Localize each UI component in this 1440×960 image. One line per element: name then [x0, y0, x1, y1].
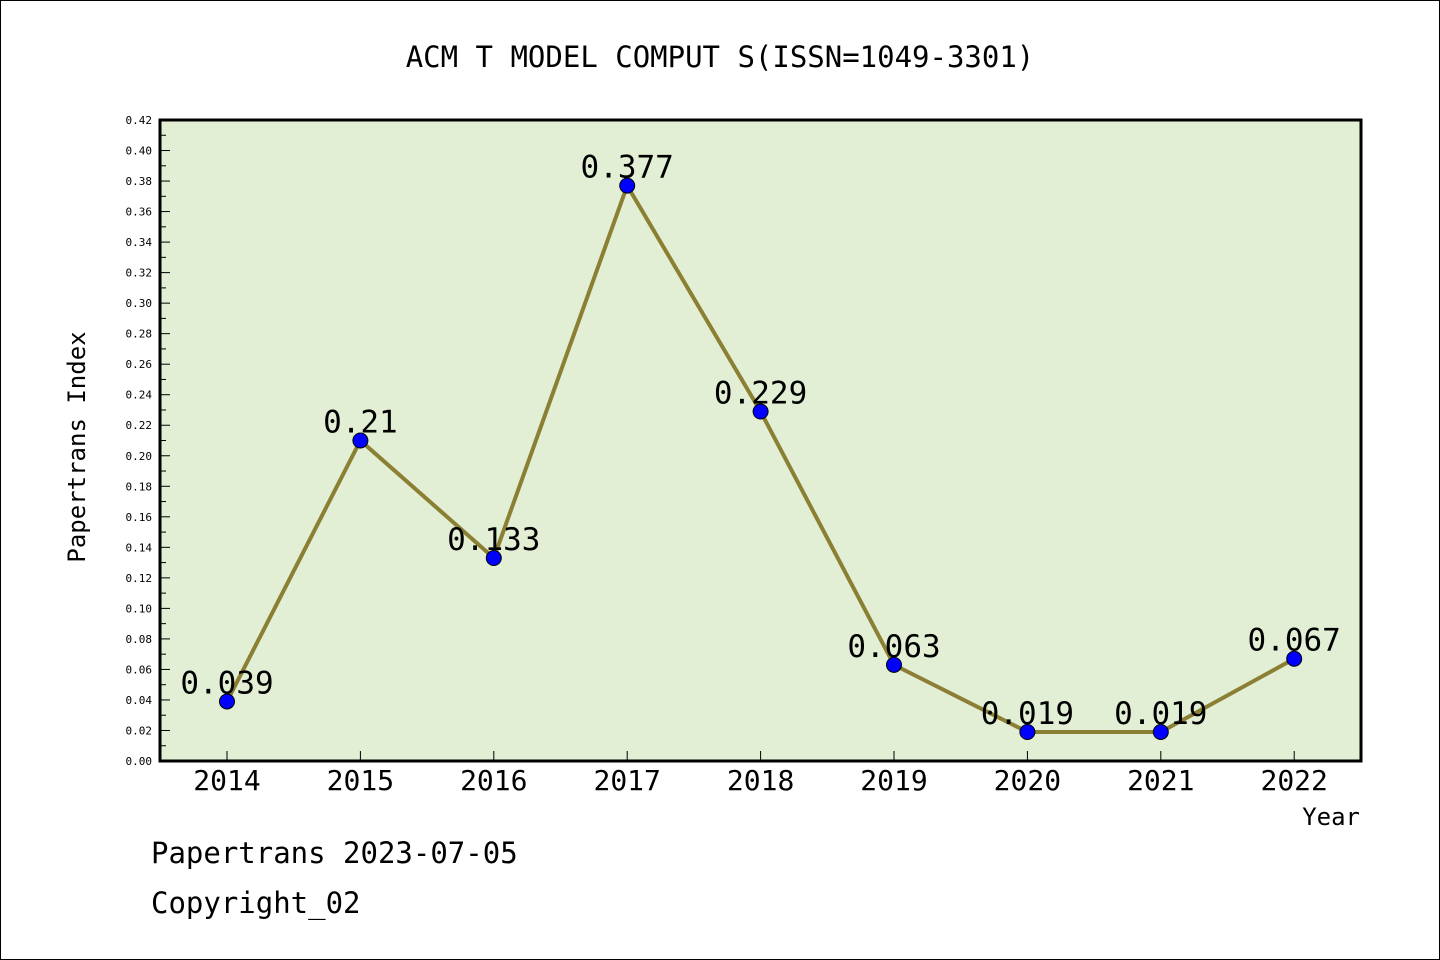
chart-title: ACM T MODEL COMPUT S(ISSN=1049-3301)	[406, 40, 1035, 74]
y-tick-label: 0.40	[126, 145, 153, 158]
y-tick-label: 0.14	[126, 541, 153, 554]
y-tick-label: 0.28	[126, 328, 153, 341]
y-tick-label: 0.24	[126, 389, 153, 402]
data-point	[1286, 650, 1303, 667]
x-tick-label: 2019	[860, 764, 927, 797]
y-axis-label: Papertrans Index	[63, 331, 91, 562]
data-point	[619, 177, 636, 194]
series-group	[219, 177, 1303, 741]
y-tick-label: 0.18	[126, 480, 153, 493]
footer-copyright: Copyright_02	[151, 886, 361, 920]
y-tick-label: 0.16	[126, 511, 153, 524]
y-tick-label: 0.06	[126, 663, 153, 676]
data-label: 0.133	[447, 522, 540, 558]
data-label: 0.229	[714, 376, 807, 412]
y-tick-label: 0.12	[126, 572, 153, 585]
x-tick-label: 2016	[460, 764, 527, 797]
data-point	[752, 403, 769, 420]
y-axis: 0.00 0.02 0.04 0.06 0.08 0.10 0.12 0.14 0.16 0.18…	[126, 114, 170, 768]
data-point	[485, 550, 502, 567]
y-tick-label: 0.10	[126, 602, 153, 615]
y-tick-label: 0.30	[126, 297, 153, 310]
data-point	[1152, 724, 1169, 741]
data-label: 0.067	[1248, 623, 1341, 659]
x-tick-label: 2014	[193, 764, 260, 797]
data-label: 0.377	[581, 150, 674, 186]
plot-area	[158, 118, 1363, 763]
data-point	[1019, 724, 1036, 741]
data-point	[219, 693, 235, 710]
data-label: 0.019	[981, 696, 1074, 732]
y-tick-label: 0.34	[126, 236, 153, 249]
data-label: 0.019	[1114, 696, 1207, 732]
x-tick-label: 2022	[1260, 764, 1327, 797]
y-tick-label: 0.26	[126, 358, 153, 371]
x-axis: 2014 2015 2016 2017 2018 2019 2020 2021 2022	[193, 751, 1328, 797]
data-label: 0.21	[323, 405, 398, 441]
y-tick-label: 0.32	[126, 267, 153, 280]
y-tick-label: 0.00	[126, 755, 153, 768]
y-tick-label: 0.20	[126, 450, 153, 463]
y-tick-label: 0.22	[126, 419, 153, 432]
y-tick-label: 0.08	[126, 633, 153, 646]
data-label: 0.063	[847, 629, 940, 665]
y-tick-label: 0.04	[126, 694, 153, 707]
x-tick-label: 2017	[593, 764, 660, 797]
x-axis-label: Year	[1302, 803, 1360, 831]
data-point	[352, 432, 369, 449]
x-tick-label: 2021	[1127, 764, 1194, 797]
x-tick-label: 2018	[727, 764, 794, 797]
y-tick-label: 0.36	[126, 206, 153, 219]
y-tick-label: 0.38	[126, 175, 153, 188]
y-tick-label: 0.02	[126, 724, 153, 737]
y-tick-label: 0.42	[126, 114, 153, 127]
data-labels: 0.039 0.21 0.133 0.377 0.229 0.063 0.019 0.019 0…	[180, 150, 1341, 732]
footer-date: Papertrans 2023-07-05	[151, 836, 518, 870]
x-tick-label: 2020	[994, 764, 1061, 797]
data-label: 0.039	[180, 665, 273, 701]
x-tick-label: 2015	[327, 764, 394, 797]
data-point	[886, 656, 902, 673]
